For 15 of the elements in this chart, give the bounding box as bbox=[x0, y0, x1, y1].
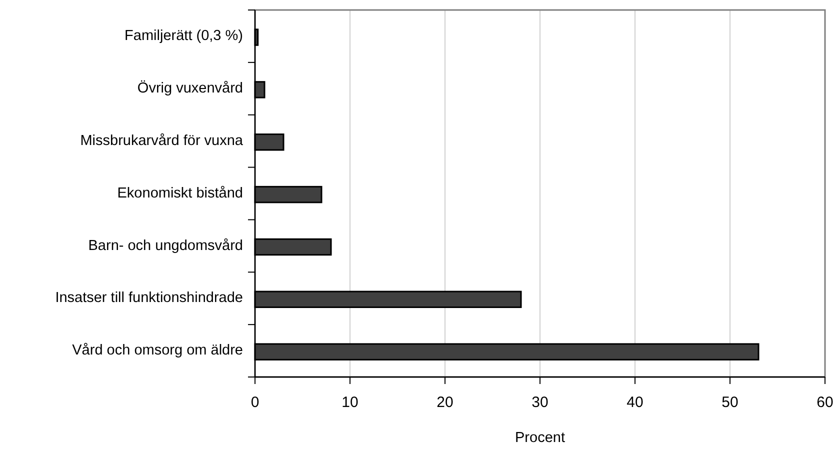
y-tick-label: Insatser till funktionshindrade bbox=[55, 290, 243, 306]
y-tick-label: Missbrukarvård för vuxna bbox=[80, 132, 244, 149]
x-tick-label: 0 bbox=[250, 394, 260, 411]
y-tick-label: Familjerätt (0,3 %) bbox=[124, 28, 243, 44]
x-tick-label: 40 bbox=[626, 394, 644, 411]
x-tick-label: 60 bbox=[816, 394, 834, 411]
x-tick-label: 10 bbox=[342, 394, 358, 411]
y-tick-label: Barn- och ungdomsvård bbox=[88, 238, 243, 254]
x-tick-label: 30 bbox=[532, 394, 548, 411]
y-tick-label: Vård och omsorg om äldre bbox=[72, 342, 243, 359]
y-tick-label: Övrig vuxenvård bbox=[137, 79, 243, 96]
y-tick-label: Ekonomiskt bistånd bbox=[117, 185, 243, 202]
x-tick-label: 50 bbox=[722, 394, 738, 411]
x-axis-title: Procent bbox=[515, 430, 565, 446]
x-tick-label: 20 bbox=[436, 394, 454, 411]
